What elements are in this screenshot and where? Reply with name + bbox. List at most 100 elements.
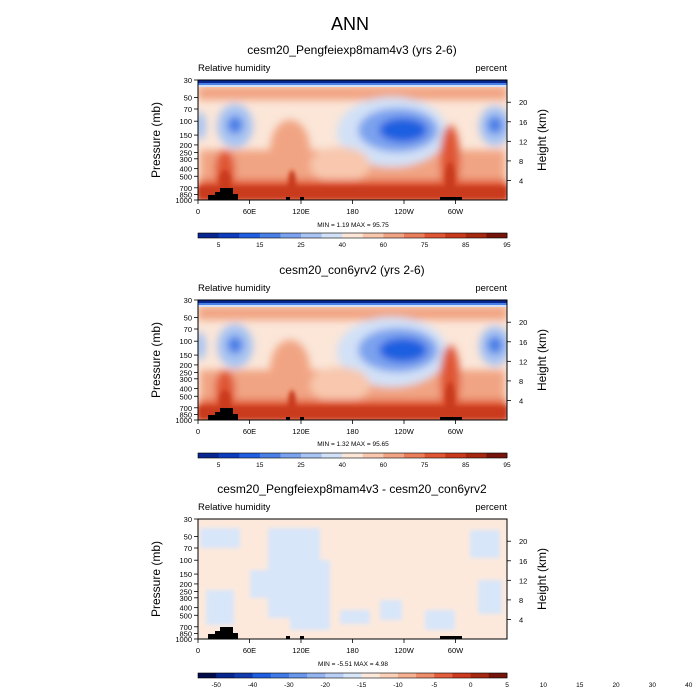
colorbar-swatch (280, 453, 302, 458)
y-tick-label: 1000 (175, 416, 192, 425)
x-tick-label: 180 (346, 207, 359, 216)
y-tick-label: 700 (179, 623, 192, 632)
x-tick-label: 120W (394, 207, 415, 216)
colorbar-swatch (259, 453, 281, 458)
y-right-tick-label: 12 (519, 576, 527, 585)
y-tick-label: 200 (179, 580, 192, 589)
x-axis-ticks: 0 60E 120E 180 120W 60W (196, 200, 464, 216)
y-tick-label: 30 (184, 515, 192, 524)
y-right-axis-label: Height (km) (535, 329, 549, 391)
colorbar-label: 20 (612, 682, 620, 689)
y-axis-label: Pressure (mb) (149, 322, 163, 398)
y-tick-label: 250 (179, 369, 192, 378)
y-tick-label: 850 (179, 410, 192, 419)
y-right-axis-ticks: 4 8 12 16 20 (507, 98, 527, 185)
units-label: percent (475, 283, 507, 294)
colorbar-label: 25 (297, 242, 305, 249)
colorbar-swatch (342, 453, 364, 458)
colorbar-swatch (488, 673, 508, 678)
y-tick-label: 250 (179, 588, 192, 597)
colorbar-swatch (434, 673, 453, 678)
y-tick-label: 850 (179, 190, 192, 199)
colorbar-swatch (416, 673, 435, 678)
colorbar-swatch (404, 233, 425, 238)
colorbar-swatch (307, 673, 326, 678)
colorbar-swatch (404, 453, 425, 458)
y-tick-label: 100 (179, 337, 192, 346)
colorbar-swatch (325, 673, 344, 678)
colorbar-swatch (362, 453, 384, 458)
colorbar-label: 5 (505, 682, 509, 689)
colorbar-label: 85 (462, 242, 470, 249)
y-tick-label: 400 (179, 385, 192, 394)
colorbar-label: 60 (380, 462, 388, 469)
colorbar-swatch (270, 673, 290, 678)
colorbar-frame (197, 232, 508, 239)
colorbar-swatch (343, 673, 362, 678)
y-right-tick-label: 16 (519, 557, 527, 566)
colorbar-label: -30 (284, 682, 294, 689)
colorbar-swatch (397, 673, 417, 678)
x-tick-label: 120W (394, 646, 415, 655)
colorbar-label: 15 (576, 682, 584, 689)
colorbar-label: 15 (256, 242, 264, 249)
heatmap-field (198, 300, 507, 420)
y-tick-label: 850 (179, 629, 192, 638)
colorbar-label: -40 (248, 682, 258, 689)
y-tick-label: 50 (184, 313, 192, 322)
y-right-tick-label: 4 (519, 615, 523, 624)
colorbar-label: -50 (211, 682, 221, 689)
panel-title: cesm20_Pengfeiexp8mam4v3 - cesm20_con6yr… (217, 482, 487, 496)
y-right-tick-label: 12 (519, 357, 527, 366)
y-right-tick-label: 20 (519, 98, 527, 107)
y-tick-label: 700 (179, 404, 192, 413)
y-tick-label: 50 (184, 532, 192, 541)
colorbar-swatch (321, 233, 343, 238)
y-right-tick-label: 4 (519, 176, 523, 185)
colorbar: 5 15 25 40 60 75 85 95 (197, 232, 511, 249)
units-label: percent (475, 63, 507, 74)
variable-label: Relative humidity (198, 63, 271, 74)
y-right-tick-label: 20 (519, 537, 527, 546)
min-max-stats: MIN = 1.32 MAX = 95.65 (317, 441, 389, 448)
colorbar-label: 10 (540, 682, 548, 689)
x-tick-label: 120W (394, 427, 415, 436)
y-tick-label: 300 (179, 375, 192, 384)
chart-panel-3: cesm20_Pengfeiexp8mam4v3 - cesm20_con6yr… (149, 482, 693, 689)
y-tick-label: 500 (179, 172, 192, 181)
y-tick-label: 1000 (175, 635, 192, 644)
x-tick-label: 180 (346, 646, 359, 655)
variable-label: Relative humidity (198, 502, 271, 513)
colorbar-label: 5 (217, 462, 221, 469)
colorbar-swatch (321, 453, 343, 458)
colorbar-swatch (379, 673, 399, 678)
y-right-axis-label: Height (km) (535, 548, 549, 610)
x-axis-ticks: 0 60E 120E 180 120W 60W (196, 420, 464, 436)
colorbar-swatch (198, 453, 219, 458)
colorbar-swatch (452, 673, 472, 678)
colorbar-label: 85 (462, 462, 470, 469)
colorbar-swatch (424, 453, 446, 458)
x-tick-label: 120E (292, 646, 310, 655)
x-tick-label: 60E (243, 646, 256, 655)
terrain-mask (208, 627, 462, 639)
y-tick-label: 150 (179, 570, 192, 579)
colorbar-label: 0 (469, 682, 473, 689)
y-right-tick-label: 8 (519, 377, 523, 386)
min-max-stats: MIN = -5.51 MAX = 4.98 (318, 661, 388, 668)
y-right-axis-ticks: 4 8 12 16 20 (507, 537, 527, 624)
colorbar-swatch (342, 233, 364, 238)
y-tick-label: 200 (179, 141, 192, 150)
colorbar-swatch (288, 673, 308, 678)
x-tick-label: 60E (243, 427, 256, 436)
y-axis-label: Pressure (mb) (149, 541, 163, 617)
y-tick-label: 700 (179, 184, 192, 193)
y-right-tick-label: 16 (519, 118, 527, 127)
y-tick-label: 300 (179, 594, 192, 603)
chart-panel-1: cesm20_Pengfeiexp8mam4v3 (yrs 2-6) Relat… (149, 43, 549, 249)
x-tick-label: 60W (448, 646, 464, 655)
x-tick-label: 60W (448, 427, 464, 436)
